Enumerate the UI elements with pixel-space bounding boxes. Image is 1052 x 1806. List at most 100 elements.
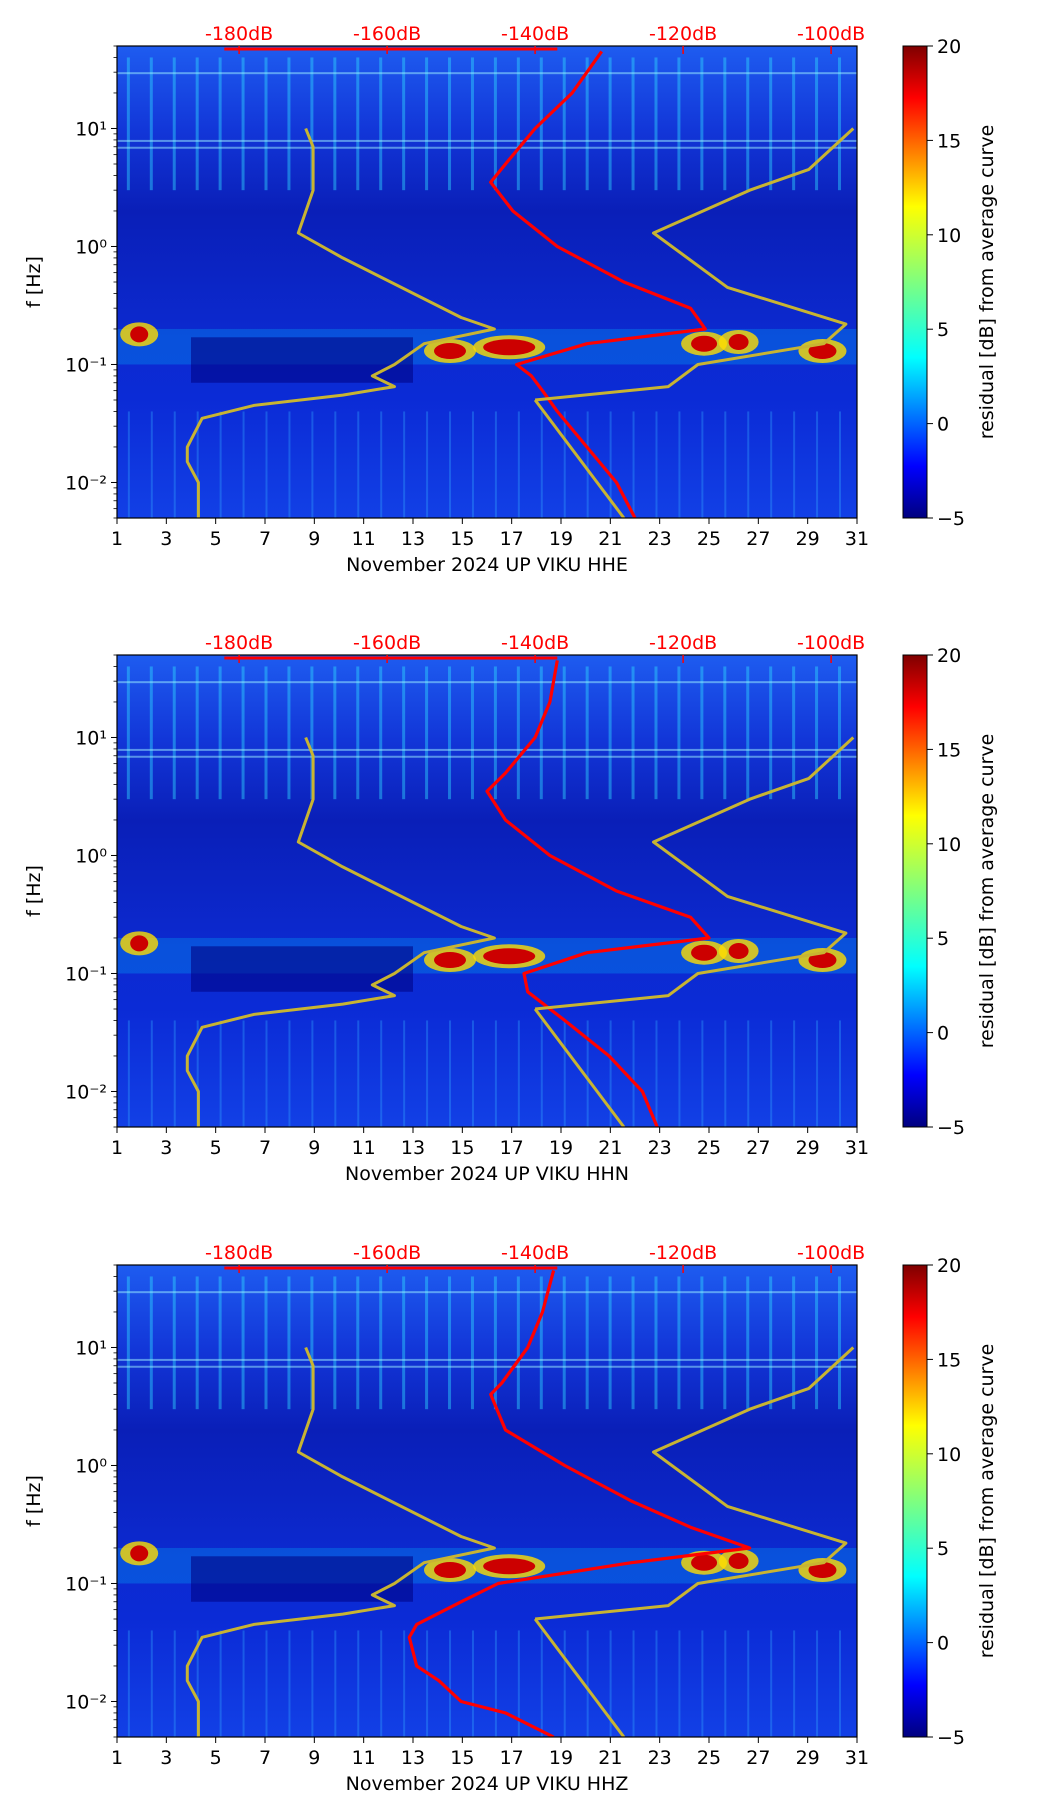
y-axis-label: f [Hz]	[23, 1475, 45, 1527]
x-tick-label: 21	[598, 1137, 622, 1159]
series-line	[185, 1346, 496, 1737]
x-tick-label: 13	[401, 1137, 425, 1159]
y-tick-label: 10⁻²	[65, 472, 107, 494]
x-tick-label: 31	[845, 1137, 869, 1159]
x-tick-label: 31	[845, 528, 869, 550]
y-tick-label: 10¹	[75, 1337, 107, 1359]
x-tick-label: 17	[500, 528, 524, 550]
colorbar-label: residual [dB] from average curve	[976, 734, 998, 1049]
x-tick-label: 27	[746, 1747, 770, 1769]
y-tick-label: 10⁻²	[65, 1081, 107, 1103]
db-tick-label: -100dB	[797, 23, 865, 45]
y-axis-label: f [Hz]	[23, 256, 45, 308]
x-tick-label: 27	[746, 1137, 770, 1159]
x-tick-label: 25	[697, 1137, 721, 1159]
colorbar-tick-label: 10	[937, 225, 961, 247]
x-tick-label: 13	[401, 528, 425, 550]
colorbar-tick-label: −5	[937, 1727, 965, 1749]
spectrogram-image	[117, 46, 857, 518]
x-tick-label: 29	[796, 528, 820, 550]
colorbar-tick-label: 5	[937, 928, 949, 950]
colorbar	[902, 45, 928, 519]
db-tick-label: -160dB	[353, 1242, 421, 1264]
x-tick-label: 11	[352, 1747, 376, 1769]
y-axis-label: f [Hz]	[23, 865, 45, 917]
y-tick-label: 10⁻¹	[65, 1573, 107, 1595]
x-tick-label: 5	[210, 1137, 222, 1159]
colorbar-tick-label: 15	[937, 739, 961, 761]
y-tick-label: 10¹	[75, 727, 107, 749]
colorbar-tick-label: 10	[937, 834, 961, 856]
series-line	[489, 50, 707, 518]
x-tick-label: 9	[308, 528, 320, 550]
colorbar-tick-label: 0	[937, 1023, 949, 1045]
db-tick-label: -100dB	[797, 632, 865, 654]
colorbar-tick-label: −5	[937, 1117, 965, 1139]
x-tick-label: 27	[746, 528, 770, 550]
x-tick-label: 15	[450, 528, 474, 550]
x-tick-label: 23	[648, 528, 672, 550]
x-tick-label: 9	[308, 1137, 320, 1159]
db-tick-label: -120dB	[649, 1242, 717, 1264]
db-tick-label: -120dB	[649, 632, 717, 654]
x-tick-label: 1	[111, 528, 123, 550]
colorbar	[902, 1264, 928, 1738]
x-tick-label: 19	[549, 528, 573, 550]
series-line	[534, 736, 855, 1011]
series-line	[534, 1346, 855, 1621]
x-tick-label: 25	[697, 528, 721, 550]
series-line	[485, 660, 711, 1127]
x-tick-label: 13	[401, 1747, 425, 1769]
x-tick-label: 21	[598, 1747, 622, 1769]
x-tick-label: 25	[697, 1747, 721, 1769]
x-tick-label: 23	[648, 1747, 672, 1769]
x-axis-label: November 2024 UP VIKU HHE	[346, 554, 628, 576]
colorbar-tick-label: 10	[937, 1444, 961, 1466]
y-tick-label: 10⁻¹	[65, 963, 107, 985]
y-tick-label: 10⁻¹	[65, 354, 107, 376]
colorbar-tick-label: 0	[937, 1633, 949, 1655]
colorbar-tick-label: 0	[937, 414, 949, 436]
series-line	[533, 399, 626, 518]
chart-panel: 1 3 5 7 9 11 13 15 17 19 21 23 25 27 29 3110⁻²10⁻¹10⁰10…	[23, 632, 998, 1185]
x-tick-label: 3	[160, 1137, 172, 1159]
y-tick-label: 10⁰	[75, 845, 107, 867]
x-tick-label: 7	[259, 1747, 271, 1769]
x-tick-label: 11	[352, 1137, 376, 1159]
x-tick-label: 3	[160, 1747, 172, 1769]
colorbar-label: residual [dB] from average curve	[976, 1344, 998, 1659]
colorbar	[902, 654, 928, 1128]
db-tick-label: -180dB	[205, 1242, 273, 1264]
spectrogram-image	[117, 655, 857, 1127]
x-axis-label: November 2024 UP VIKU HHZ	[346, 1773, 629, 1795]
db-tick-label: -160dB	[353, 632, 421, 654]
x-tick-label: 31	[845, 1747, 869, 1769]
colorbar-tick-label: 5	[937, 1538, 949, 1560]
db-tick-label: -140dB	[501, 632, 569, 654]
colorbar-tick-label: 15	[937, 130, 961, 152]
colorbar-tick-label: 20	[937, 1255, 961, 1277]
db-tick-label: -160dB	[353, 23, 421, 45]
series-line	[185, 736, 496, 1127]
x-tick-label: 7	[259, 528, 271, 550]
db-tick-label: -140dB	[501, 23, 569, 45]
colorbar-tick-label: 20	[937, 36, 961, 58]
x-tick-label: 29	[796, 1137, 820, 1159]
series-line	[185, 127, 496, 518]
y-tick-label: 10⁰	[75, 1455, 107, 1477]
series-line	[533, 1618, 626, 1737]
x-tick-label: 23	[648, 1137, 672, 1159]
spectrogram-texture	[117, 57, 857, 518]
x-tick-label: 3	[160, 528, 172, 550]
db-tick-label: -180dB	[205, 632, 273, 654]
colorbar-tick-label: 15	[937, 1349, 961, 1371]
series-line	[407, 1269, 752, 1737]
colorbar-tick-label: −5	[937, 508, 965, 530]
colorbar-label: residual [dB] from average curve	[976, 125, 998, 440]
db-tick-label: -120dB	[649, 23, 717, 45]
x-tick-label: 19	[549, 1747, 573, 1769]
x-tick-label: 5	[210, 528, 222, 550]
series-line	[533, 1008, 626, 1127]
x-tick-label: 15	[450, 1137, 474, 1159]
chart-panel: 1 3 5 7 9 11 13 15 17 19 21 23 25 27 29 3110⁻²10⁻¹10⁰10…	[23, 1242, 998, 1795]
